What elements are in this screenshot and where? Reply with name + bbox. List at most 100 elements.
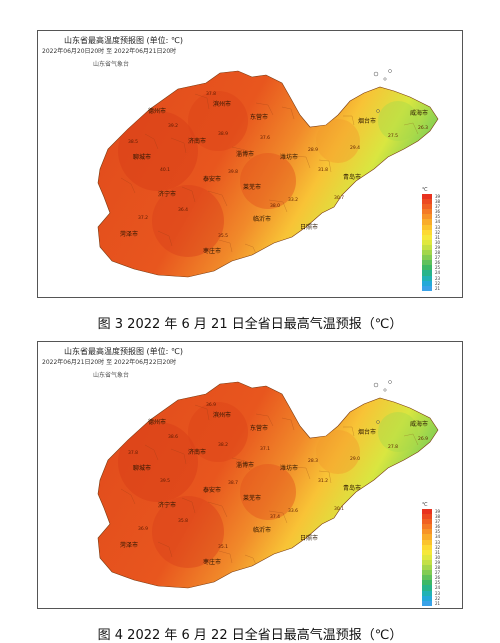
- temperature-value: 38.5: [128, 139, 138, 145]
- city-label: 日照市: [300, 223, 318, 231]
- temperature-value: 37.8: [206, 91, 216, 97]
- legend-swatch: [422, 529, 432, 535]
- figure-caption-4: 图 4 2022 年 6 月 22 日全省日最高气温预报（℃）: [97, 628, 403, 643]
- legend-swatch: [422, 199, 432, 205]
- legend-swatch: [422, 224, 432, 230]
- forecast-map-panel-1: 山东省最高温度预报图 (单位: ℃) 2022年06月20日20时 至 2022…: [37, 30, 463, 298]
- temperature-value: 28.3: [308, 458, 318, 464]
- temperature-value: 38.6: [168, 434, 178, 440]
- legend-label: 23: [435, 275, 441, 281]
- legend-label: 25: [435, 580, 441, 586]
- temperature-value: 29.4: [350, 145, 360, 151]
- legend-swatch: [422, 255, 432, 261]
- legend-swatch: [422, 539, 432, 545]
- city-label: 日照市: [300, 534, 318, 542]
- city-label: 济宁市: [158, 501, 176, 509]
- island-mark: [383, 388, 387, 392]
- temperature-value: 35.1: [218, 544, 228, 550]
- temperature-value: 39.2: [168, 123, 178, 129]
- legend-label: 32: [435, 229, 441, 235]
- temperature-value: 37.8: [128, 450, 138, 456]
- temperature-value: 26.3: [418, 125, 428, 131]
- legend-swatch: [422, 209, 432, 215]
- legend-swatch: [422, 234, 432, 240]
- legend-label: 29: [435, 559, 441, 565]
- legend-unit: ℃: [422, 502, 428, 508]
- temperature-value: 38.7: [228, 480, 238, 486]
- city-label: 潍坊市: [280, 153, 298, 161]
- city-label: 莱芜市: [243, 183, 261, 191]
- temperature-value: 27.8: [388, 444, 398, 450]
- legend-label: 30: [435, 554, 441, 560]
- legend-label: 35: [435, 529, 441, 535]
- legend-swatch: [422, 534, 432, 540]
- temperature-value: 28.9: [308, 147, 318, 153]
- city-label: 威海市: [410, 109, 428, 117]
- map-organization: 山东省气象台: [93, 61, 130, 68]
- legend-label: 24: [435, 585, 441, 591]
- legend-swatch: [422, 575, 432, 581]
- temperature-value: 37.4: [270, 514, 280, 520]
- legend-label: 28: [435, 565, 441, 571]
- city-label: 枣庄市: [203, 558, 221, 566]
- map-time-range: 2022年06月20日20时 至 2022年06月21日20时: [42, 48, 177, 55]
- legend-label: 34: [435, 219, 441, 225]
- legend-label: 21: [435, 285, 441, 291]
- legend-label: 39: [435, 194, 441, 199]
- legend-swatch: [422, 519, 432, 525]
- island-mark: [373, 71, 379, 77]
- temperature-value: 33.6: [288, 508, 298, 514]
- legend-label: 39: [435, 509, 441, 514]
- legend-swatch: [422, 570, 432, 576]
- city-label: 烟台市: [358, 117, 376, 125]
- temperature-value: 36.9: [138, 526, 148, 532]
- legend-swatch: [422, 265, 432, 271]
- legend-swatch: [422, 275, 432, 281]
- legend-label: 38: [435, 514, 441, 520]
- city-label: 淄博市: [236, 461, 254, 469]
- legend-label: 22: [435, 280, 441, 286]
- city-label: 烟台市: [358, 428, 376, 436]
- temperature-value: 35.5: [218, 233, 228, 239]
- legend-label: 32: [435, 544, 441, 550]
- legend-swatch: [422, 229, 432, 235]
- city-label: 枣庄市: [203, 247, 221, 255]
- map-title: 山东省最高温度预报图 (单位: ℃): [64, 347, 184, 356]
- legend-labels: 39 38 37 36 35 34 33 32 31 30 29 28 27 26 25 24 23 22 21: [435, 509, 440, 606]
- city-label: 临沂市: [253, 526, 271, 534]
- map-time-range: 2022年06月21日20时 至 2022年06月22日20时: [42, 359, 177, 366]
- city-label: 菏泽市: [120, 230, 138, 238]
- legend-label: 36: [435, 524, 441, 530]
- map-organization: 山东省气象台: [93, 372, 130, 379]
- island-mark: [388, 380, 392, 384]
- legend-label: 28: [435, 250, 441, 256]
- legend-label: 27: [435, 570, 441, 576]
- legend-swatch: [422, 585, 432, 591]
- temperature-legend: [422, 509, 432, 606]
- city-label: 淄博市: [236, 150, 254, 158]
- legend-swatch: [422, 219, 432, 225]
- legend-label: 33: [435, 224, 441, 230]
- city-label: 青岛市: [343, 173, 361, 181]
- legend-labels: 39 38 37 36 35 34 33 32 31 30 29 28 27 26 25 24 23 22 21: [435, 194, 440, 291]
- city-label: 聊城市: [133, 153, 151, 161]
- legend-swatch: [422, 250, 432, 256]
- temperature-value: 30.7: [334, 195, 344, 201]
- legend-swatch: [422, 214, 432, 220]
- legend-label: 35: [435, 214, 441, 220]
- legend-label: 37: [435, 519, 441, 525]
- legend-label: 31: [435, 234, 441, 240]
- legend-swatch: [422, 554, 432, 560]
- temperature-value: 39.5: [160, 478, 170, 484]
- legend-label: 26: [435, 575, 441, 581]
- city-label: 滨州市: [213, 100, 231, 108]
- city-label: 临沂市: [253, 215, 271, 223]
- temperature-value: 35.8: [178, 518, 188, 524]
- legend-label: 37: [435, 204, 441, 210]
- temperature-value: 36.9: [206, 402, 216, 408]
- legend-label: 30: [435, 239, 441, 245]
- legend-swatch: [422, 544, 432, 550]
- temperature-value: 36.4: [178, 207, 188, 213]
- temperature-value: 38.2: [218, 442, 228, 448]
